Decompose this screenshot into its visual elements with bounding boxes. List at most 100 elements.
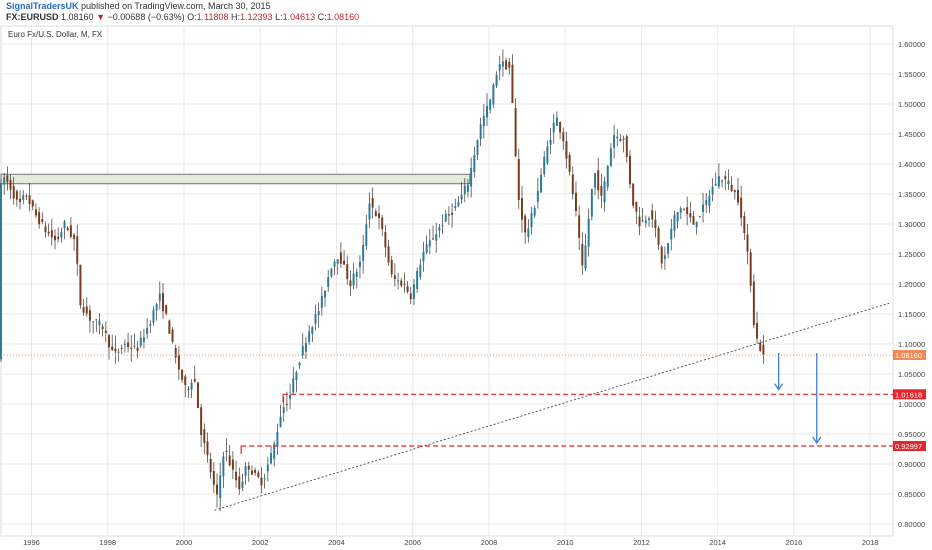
candle-body [168,320,171,334]
candle-body [498,64,501,71]
candle-body [708,195,711,206]
candle-body [244,466,247,476]
candle-body [327,277,330,287]
candle-body [368,203,371,220]
x-tick-label: 2010 [557,538,574,547]
candle-body [702,204,705,212]
y-tick-label: 1.15000 [898,310,925,319]
candle-body [279,416,282,427]
candle-body [69,225,72,237]
candle-body [574,192,577,212]
candle-body [339,252,342,264]
y-tick-label: 1.30000 [898,220,925,229]
grid [1,26,893,536]
candle-body [181,369,184,380]
y-tick-label: 1.60000 [898,40,925,49]
candle-body [616,136,619,139]
candle-body [378,213,381,219]
candle-body [346,264,349,279]
publication-line: SignalTradersUK published on TradingView… [6,1,271,11]
candle-body [270,453,272,464]
candle-body [184,376,187,386]
candle-body [435,234,438,241]
candle-body [695,221,698,228]
candle-body [365,224,368,246]
down-arrow-icon [812,436,822,445]
candle-body [606,165,609,187]
candle-body [489,99,492,110]
candle-body [412,284,415,299]
candle-body [22,195,25,201]
candle-body [219,475,222,499]
candle-body [444,213,447,222]
candle-body [597,170,600,191]
candle-body [371,198,374,208]
candle-body [721,180,724,182]
price-value: 1.08160 [61,12,94,22]
candle-body [247,465,250,470]
candle-body [50,230,53,238]
candle-body [514,107,517,157]
candle-body [362,244,365,261]
candle-body [552,122,555,133]
candle-body [276,431,279,447]
candle-body [400,280,403,286]
price-axis[interactable]: 0.80000 0.85000 0.90000 0.95000 1.00000 1.050… [898,40,925,529]
candle-body [34,209,37,216]
candle-body [28,195,31,204]
candle-body [476,140,479,156]
candle-body [733,190,736,193]
candle-body [682,209,685,211]
candle-body [101,326,104,330]
candle-body [111,346,114,351]
author-link[interactable]: SignalTradersUK [6,1,79,11]
candle-body [289,394,292,399]
candle-body [425,244,428,253]
candle-body [600,185,603,196]
candle-body [730,184,733,191]
candle-body [79,264,82,306]
candle-body [0,182,2,360]
candle-body [756,322,759,339]
candle-body [746,234,749,252]
candle-body [486,106,489,118]
level-tag [893,389,926,400]
candle-body [384,231,387,248]
candle-body [390,259,393,275]
candle-body [416,270,419,289]
candle-body [98,320,101,326]
x-tick-label: 2004 [328,538,345,547]
candle-body [628,155,631,185]
candle-body [228,455,231,466]
candle-body [648,218,651,221]
candle-body [171,329,174,342]
candle-body [663,255,666,260]
candle-body [260,477,263,486]
candle-body [508,61,511,68]
candle-body [63,221,66,229]
candle-body [206,441,209,456]
candle-body [273,443,276,459]
candle-body [196,382,199,409]
candle-body [3,177,6,185]
x-tick-label: 1998 [99,538,116,547]
candle-body [594,173,597,188]
candle-body [559,122,562,133]
candle-body [740,197,743,218]
candle-body [673,215,676,231]
candle-body [492,84,495,105]
y-tick-label: 1.25000 [898,250,925,259]
candle-body [25,195,28,197]
x-tick-label: 2000 [176,538,193,547]
x-tick-label: 1996 [23,538,40,547]
x-tick-label: 2008 [481,538,498,547]
candle-body [152,309,155,323]
candle-body [133,345,136,347]
candle-body [139,337,142,346]
candle-body [520,198,523,220]
candle-body [108,335,110,348]
candle-body [724,176,727,180]
time-axis[interactable]: 1996 1998 2000 2002 2004 2006 2008 2010 2012 2014… [23,538,878,547]
candle-body [216,484,218,495]
